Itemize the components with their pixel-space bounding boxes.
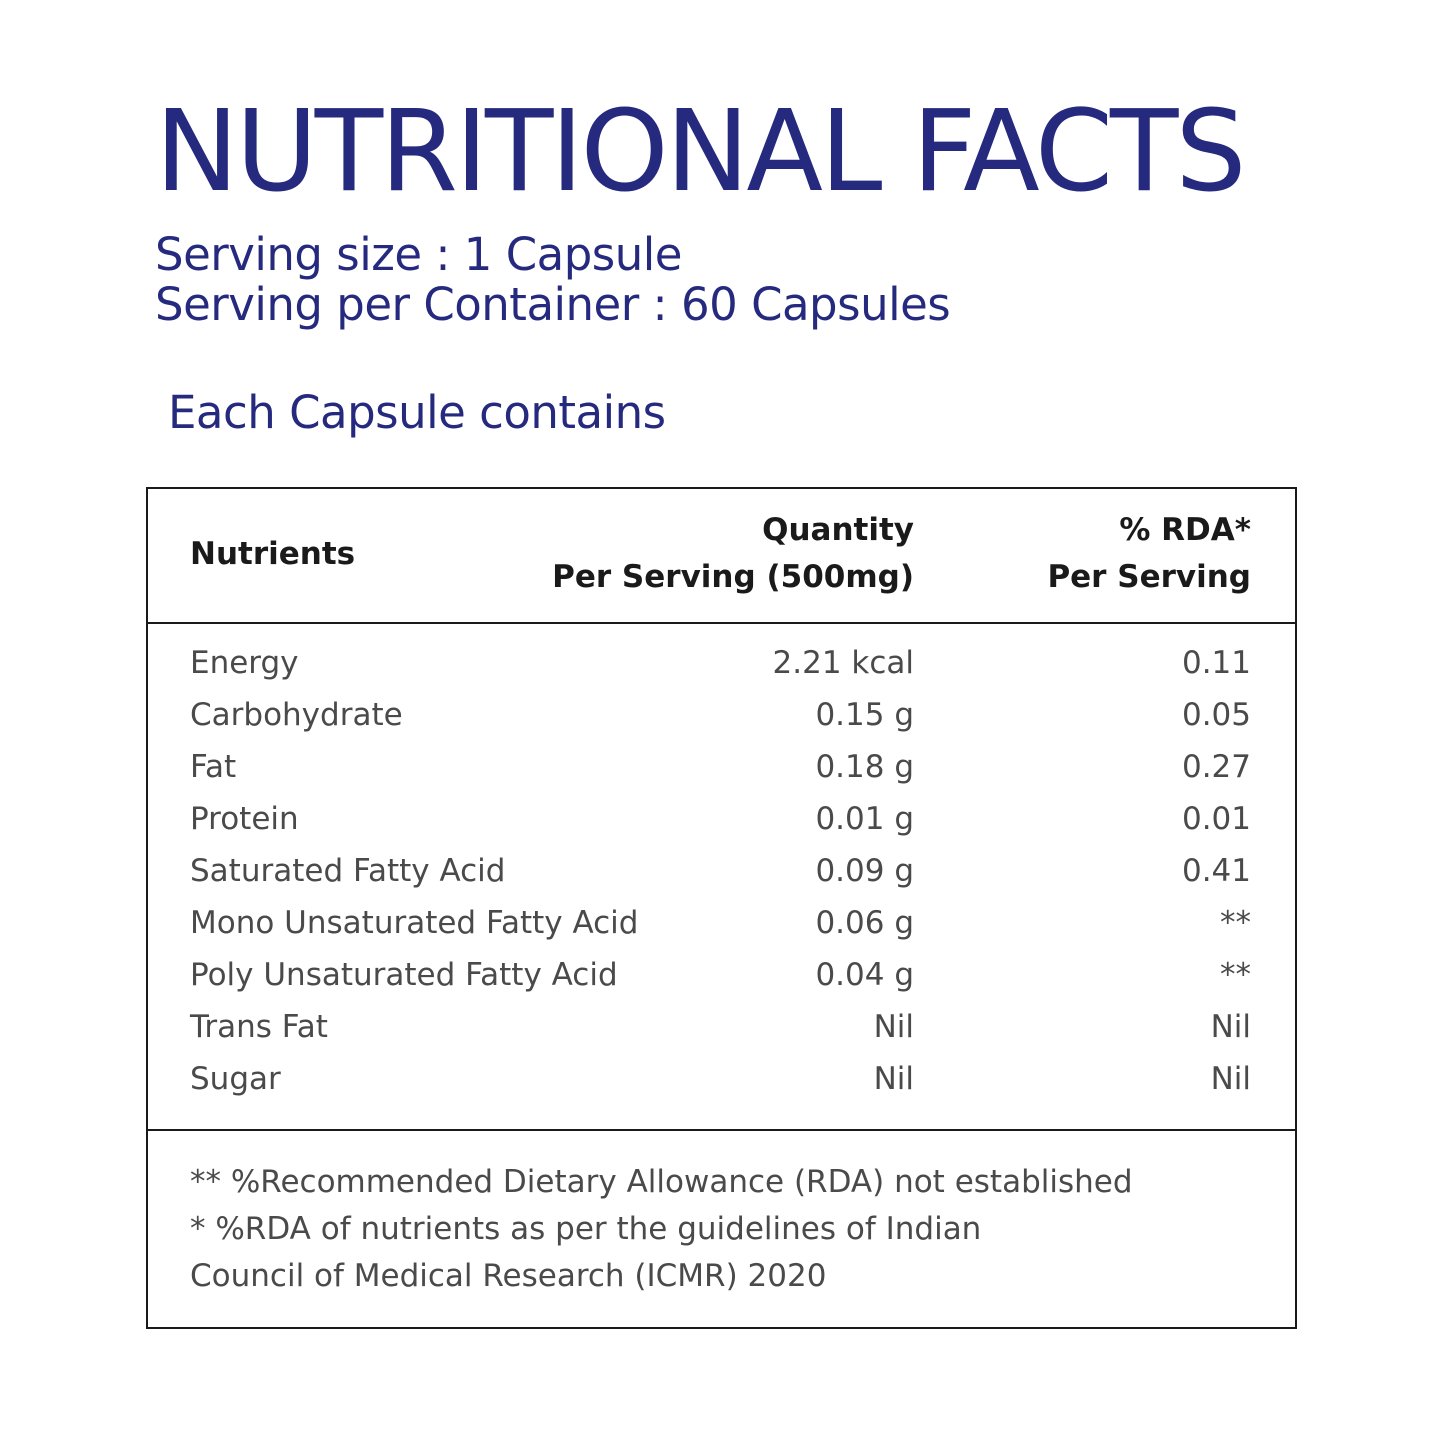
header-quantity: Quantity Per Serving (500mg) — [552, 507, 914, 601]
nutrient-rda: 0.05 — [1181, 697, 1251, 733]
footnotes: ** %Recommended Dietary Allowance (RDA) … — [190, 1159, 1133, 1300]
nutrient-quantity: 0.15 g — [815, 697, 914, 733]
nutrient-name: Trans Fat — [190, 1009, 328, 1045]
footnote: Council of Medical Research (ICMR) 2020 — [190, 1258, 827, 1294]
nutrition-table: Nutrients Quantity Per Serving (500mg) %… — [146, 487, 1297, 1329]
page-title: NUTRITIONAL FACTS — [155, 87, 1247, 217]
table-body: Energy 2.21 kcal 0.11 Carbohydrate 0.15 … — [148, 641, 1295, 1109]
header-rda: % RDA* Per Serving — [1047, 507, 1251, 601]
table-row: Poly Unsaturated Fatty Acid 0.04 g ** — [148, 953, 1295, 1005]
table-row: Sugar Nil Nil — [148, 1057, 1295, 1109]
nutrient-quantity: 0.09 g — [815, 853, 914, 889]
table-row: Fat 0.18 g 0.27 — [148, 745, 1295, 797]
nutrient-name: Sugar — [190, 1061, 281, 1097]
nutrient-rda: 0.11 — [1181, 645, 1251, 681]
table-row: Carbohydrate 0.15 g 0.05 — [148, 693, 1295, 745]
nutrient-name: Carbohydrate — [190, 697, 403, 733]
nutrient-quantity: 0.06 g — [815, 905, 914, 941]
nutrient-name: Mono Unsaturated Fatty Acid — [190, 905, 639, 941]
table-row: Trans Fat Nil Nil — [148, 1005, 1295, 1057]
each-capsule-heading: Each Capsule contains — [168, 386, 666, 439]
table-header: Nutrients Quantity Per Serving (500mg) %… — [148, 489, 1295, 624]
nutrient-rda: ** — [1220, 905, 1251, 941]
header-rda-line2: Per Serving — [1047, 559, 1251, 595]
servings-per-container: Serving per Container : 60 Capsules — [155, 278, 951, 331]
nutrient-rda: 0.01 — [1181, 801, 1251, 837]
nutrient-name: Protein — [190, 801, 299, 837]
nutrient-quantity: 0.01 g — [815, 801, 914, 837]
table-row: Protein 0.01 g 0.01 — [148, 797, 1295, 849]
footnote: ** %Recommended Dietary Allowance (RDA) … — [190, 1164, 1133, 1200]
header-quantity-line1: Quantity — [762, 512, 914, 548]
nutrient-name: Energy — [190, 645, 299, 681]
serving-size: Serving size : 1 Capsule — [155, 228, 682, 281]
nutrient-name: Fat — [190, 749, 237, 785]
nutrient-rda: Nil — [1210, 1009, 1251, 1045]
table-row: Saturated Fatty Acid 0.09 g 0.41 — [148, 849, 1295, 901]
nutrient-quantity: Nil — [873, 1061, 914, 1097]
nutrient-rda: 0.41 — [1181, 853, 1251, 889]
nutrient-rda: 0.27 — [1181, 749, 1251, 785]
footnote: * %RDA of nutrients as per the guideline… — [190, 1211, 982, 1247]
nutrient-name: Saturated Fatty Acid — [190, 853, 506, 889]
nutrient-rda: Nil — [1210, 1061, 1251, 1097]
table-row: Mono Unsaturated Fatty Acid 0.06 g ** — [148, 901, 1295, 953]
nutrient-quantity: 2.21 kcal — [772, 645, 914, 681]
nutrient-rda: ** — [1220, 957, 1251, 993]
table-row: Energy 2.21 kcal 0.11 — [148, 641, 1295, 693]
header-nutrients: Nutrients — [190, 536, 356, 572]
nutrient-name: Poly Unsaturated Fatty Acid — [190, 957, 618, 993]
nutrient-quantity: Nil — [873, 1009, 914, 1045]
nutrient-quantity: 0.18 g — [815, 749, 914, 785]
nutrient-quantity: 0.04 g — [815, 957, 914, 993]
header-quantity-line2: Per Serving (500mg) — [552, 559, 914, 595]
header-rda-line1: % RDA* — [1119, 512, 1251, 548]
serving-info: Serving size : 1 Capsule Serving per Con… — [155, 228, 951, 331]
table-footer: ** %Recommended Dietary Allowance (RDA) … — [148, 1129, 1295, 1294]
